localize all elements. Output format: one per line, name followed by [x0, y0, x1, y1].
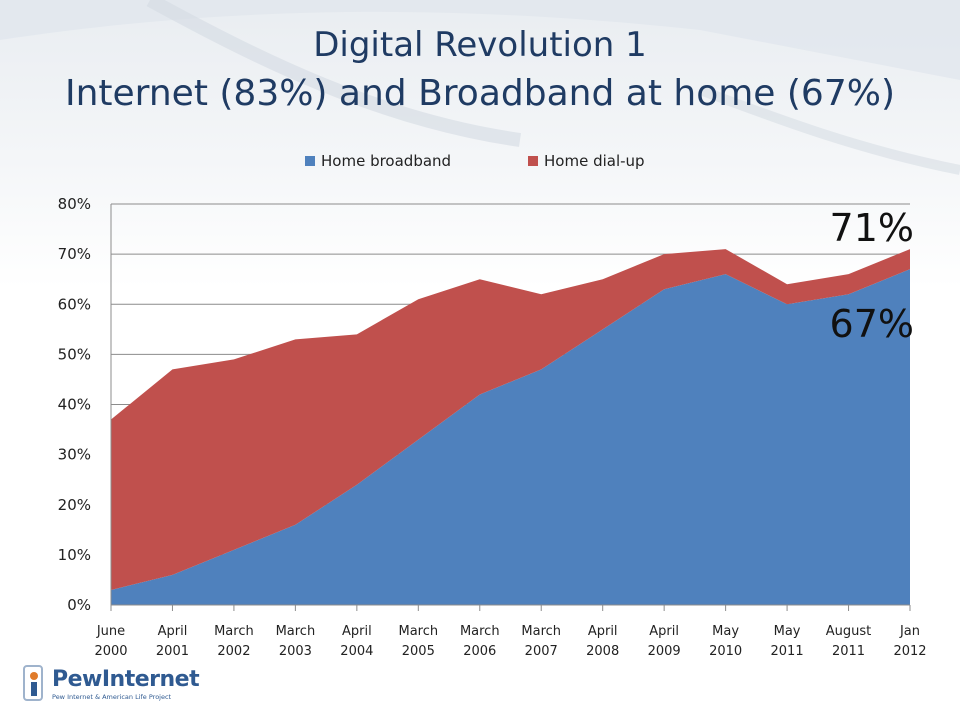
callout-broadband-label: 67% — [830, 302, 914, 346]
area-home-broadband — [111, 269, 910, 605]
y-tick-label-70: 70% — [58, 245, 91, 263]
legend-swatch-home-broadband — [305, 156, 315, 166]
x-tick-label: March 2006 — [460, 624, 500, 659]
callout-total-label: 71% — [830, 206, 914, 250]
x-tick-label: April 2008 — [586, 624, 619, 659]
logo-name: PewInternet — [52, 667, 200, 692]
y-tick-label-30: 30% — [58, 446, 91, 464]
slide-title-line1: Digital Revolution 1 — [313, 25, 647, 65]
slide-title: Digital Revolution 1 Internet (83%) and … — [0, 24, 960, 116]
y-tick-label-0: 0% — [67, 596, 91, 614]
x-tick-label: March 2007 — [521, 624, 561, 659]
legend-swatch-home-dial-up — [528, 156, 538, 166]
logo-tagline: Pew Internet & American Life Project — [52, 693, 172, 701]
area-home-dial-up — [111, 249, 910, 590]
x-tick-label: June 2000 — [94, 624, 127, 659]
pew-logo-icon — [23, 665, 43, 701]
x-tick-label: March 2003 — [276, 624, 316, 659]
x-tick-label: March 2002 — [214, 624, 254, 659]
legend-label-home-dial-up: Home dial-up — [544, 152, 645, 170]
x-tick-label: May 2011 — [771, 624, 804, 659]
pew-internet-logo: PewInternet Pew Internet & American Life… — [22, 664, 200, 704]
y-tick-label-80: 80% — [58, 195, 91, 213]
x-tick-label: August 2011 — [826, 624, 872, 659]
legend-label-home-broadband: Home broadband — [321, 152, 451, 170]
y-tick-label-10: 10% — [58, 546, 91, 564]
x-tick-label: Jan 2012 — [893, 624, 926, 659]
x-tick-label: March 2005 — [398, 624, 438, 659]
y-tick-label-20: 20% — [58, 496, 91, 514]
x-tick-label: April 2001 — [156, 624, 189, 659]
y-tick-label-50: 50% — [58, 345, 91, 363]
x-tick-label: April 2009 — [648, 624, 681, 659]
y-tick-label-40: 40% — [58, 396, 91, 414]
x-tick-label: April 2004 — [340, 624, 373, 659]
slide-title-line2: Internet (83%) and Broadband at home (67… — [64, 72, 895, 114]
x-tick-label: May 2010 — [709, 624, 742, 659]
y-tick-label-60: 60% — [58, 295, 91, 313]
